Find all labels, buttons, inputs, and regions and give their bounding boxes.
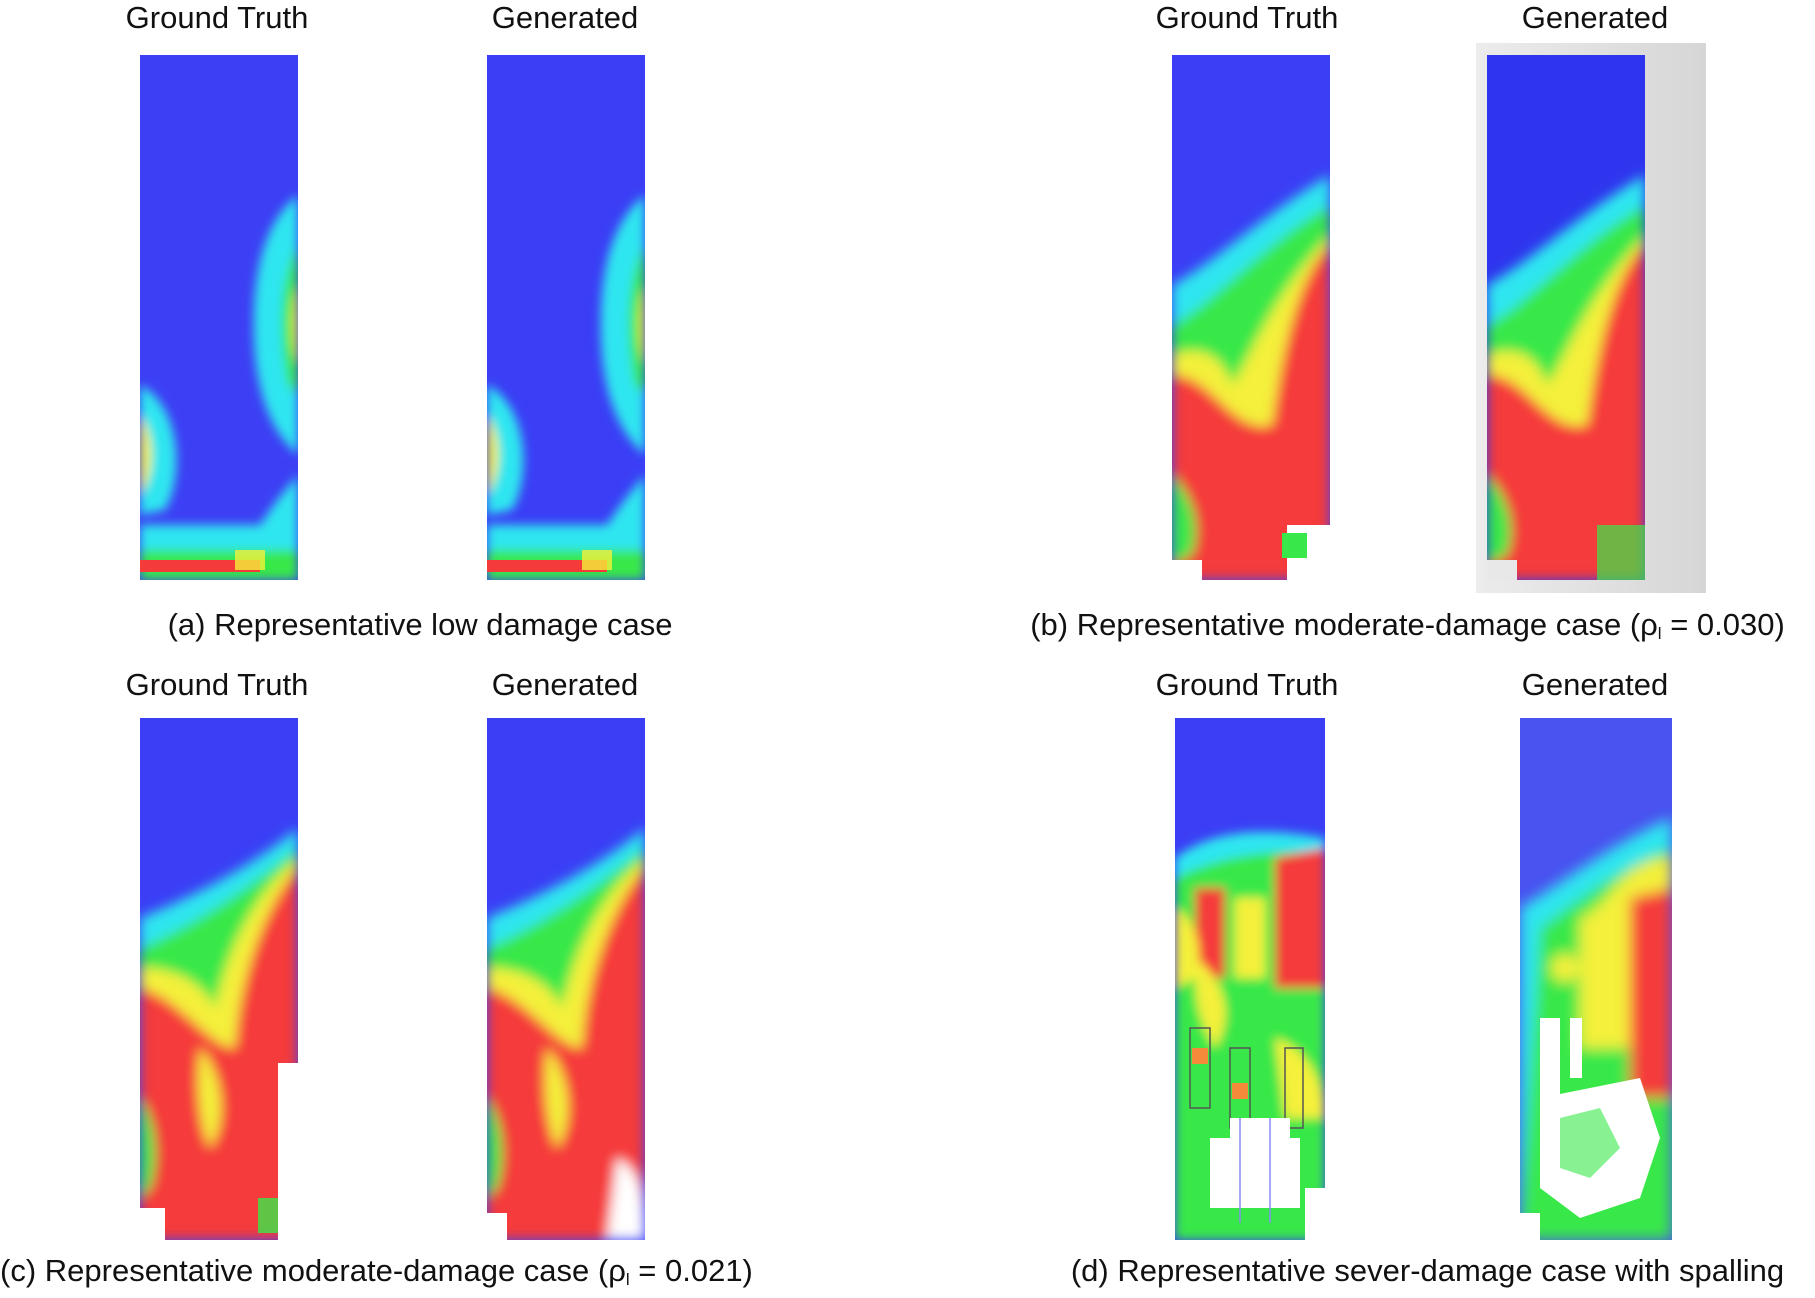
panel-b-rho-subscript: l xyxy=(1657,624,1662,643)
panel-c-rho-symbol: ρ xyxy=(608,1253,626,1288)
panel-b-ground-truth-map xyxy=(1172,55,1330,580)
panel-b-generated-label: Generated xyxy=(1521,0,1669,35)
panel-d-caption-text: (d) Representative sever-damage case wit… xyxy=(1070,1253,1785,1288)
panel-d-ground-truth-map xyxy=(1175,718,1325,1240)
panel-b-rho-symbol: ρ xyxy=(1640,607,1658,642)
panel-b-generated-map xyxy=(1487,55,1645,580)
panel-b-ground-truth-label: Ground Truth xyxy=(1155,0,1339,35)
panel-c-caption-text: (c) Representative moderate-damage case … xyxy=(0,1253,609,1288)
panel-a-generated-label: Generated xyxy=(491,0,639,35)
panel-d-generated-map xyxy=(1520,718,1672,1240)
panel-d-generated-label: Generated xyxy=(1521,667,1669,702)
panel-c-generated-label: Generated xyxy=(491,667,639,702)
panel-a-caption-text: (a) Representative low damage case xyxy=(167,607,673,642)
panel-b-caption: (b) Representative moderate-damage case … xyxy=(1000,607,1815,652)
panel-c-rho-subscript: l xyxy=(625,1270,630,1289)
panel-a-ground-truth-map xyxy=(140,55,298,580)
panel-c-generated-map xyxy=(487,718,645,1240)
panel-d-ground-truth-label: Ground Truth xyxy=(1155,667,1339,702)
panel-c-ground-truth-map xyxy=(140,718,298,1240)
panel-a-generated-map xyxy=(487,55,645,580)
panel-c-rho-value: = 0.021) xyxy=(629,1253,753,1288)
panel-a-ground-truth-label: Ground Truth xyxy=(125,0,309,35)
panel-c-caption: (c) Representative moderate-damage case … xyxy=(0,1253,800,1298)
panel-c-ground-truth-label: Ground Truth xyxy=(125,667,309,702)
panel-b-caption-text: (b) Representative moderate-damage case … xyxy=(1030,607,1641,642)
panel-d-caption: (d) Representative sever-damage case wit… xyxy=(1040,1253,1815,1289)
panel-b-rho-value: = 0.030) xyxy=(1661,607,1785,642)
panel-a-caption: (a) Representative low damage case xyxy=(120,607,720,643)
